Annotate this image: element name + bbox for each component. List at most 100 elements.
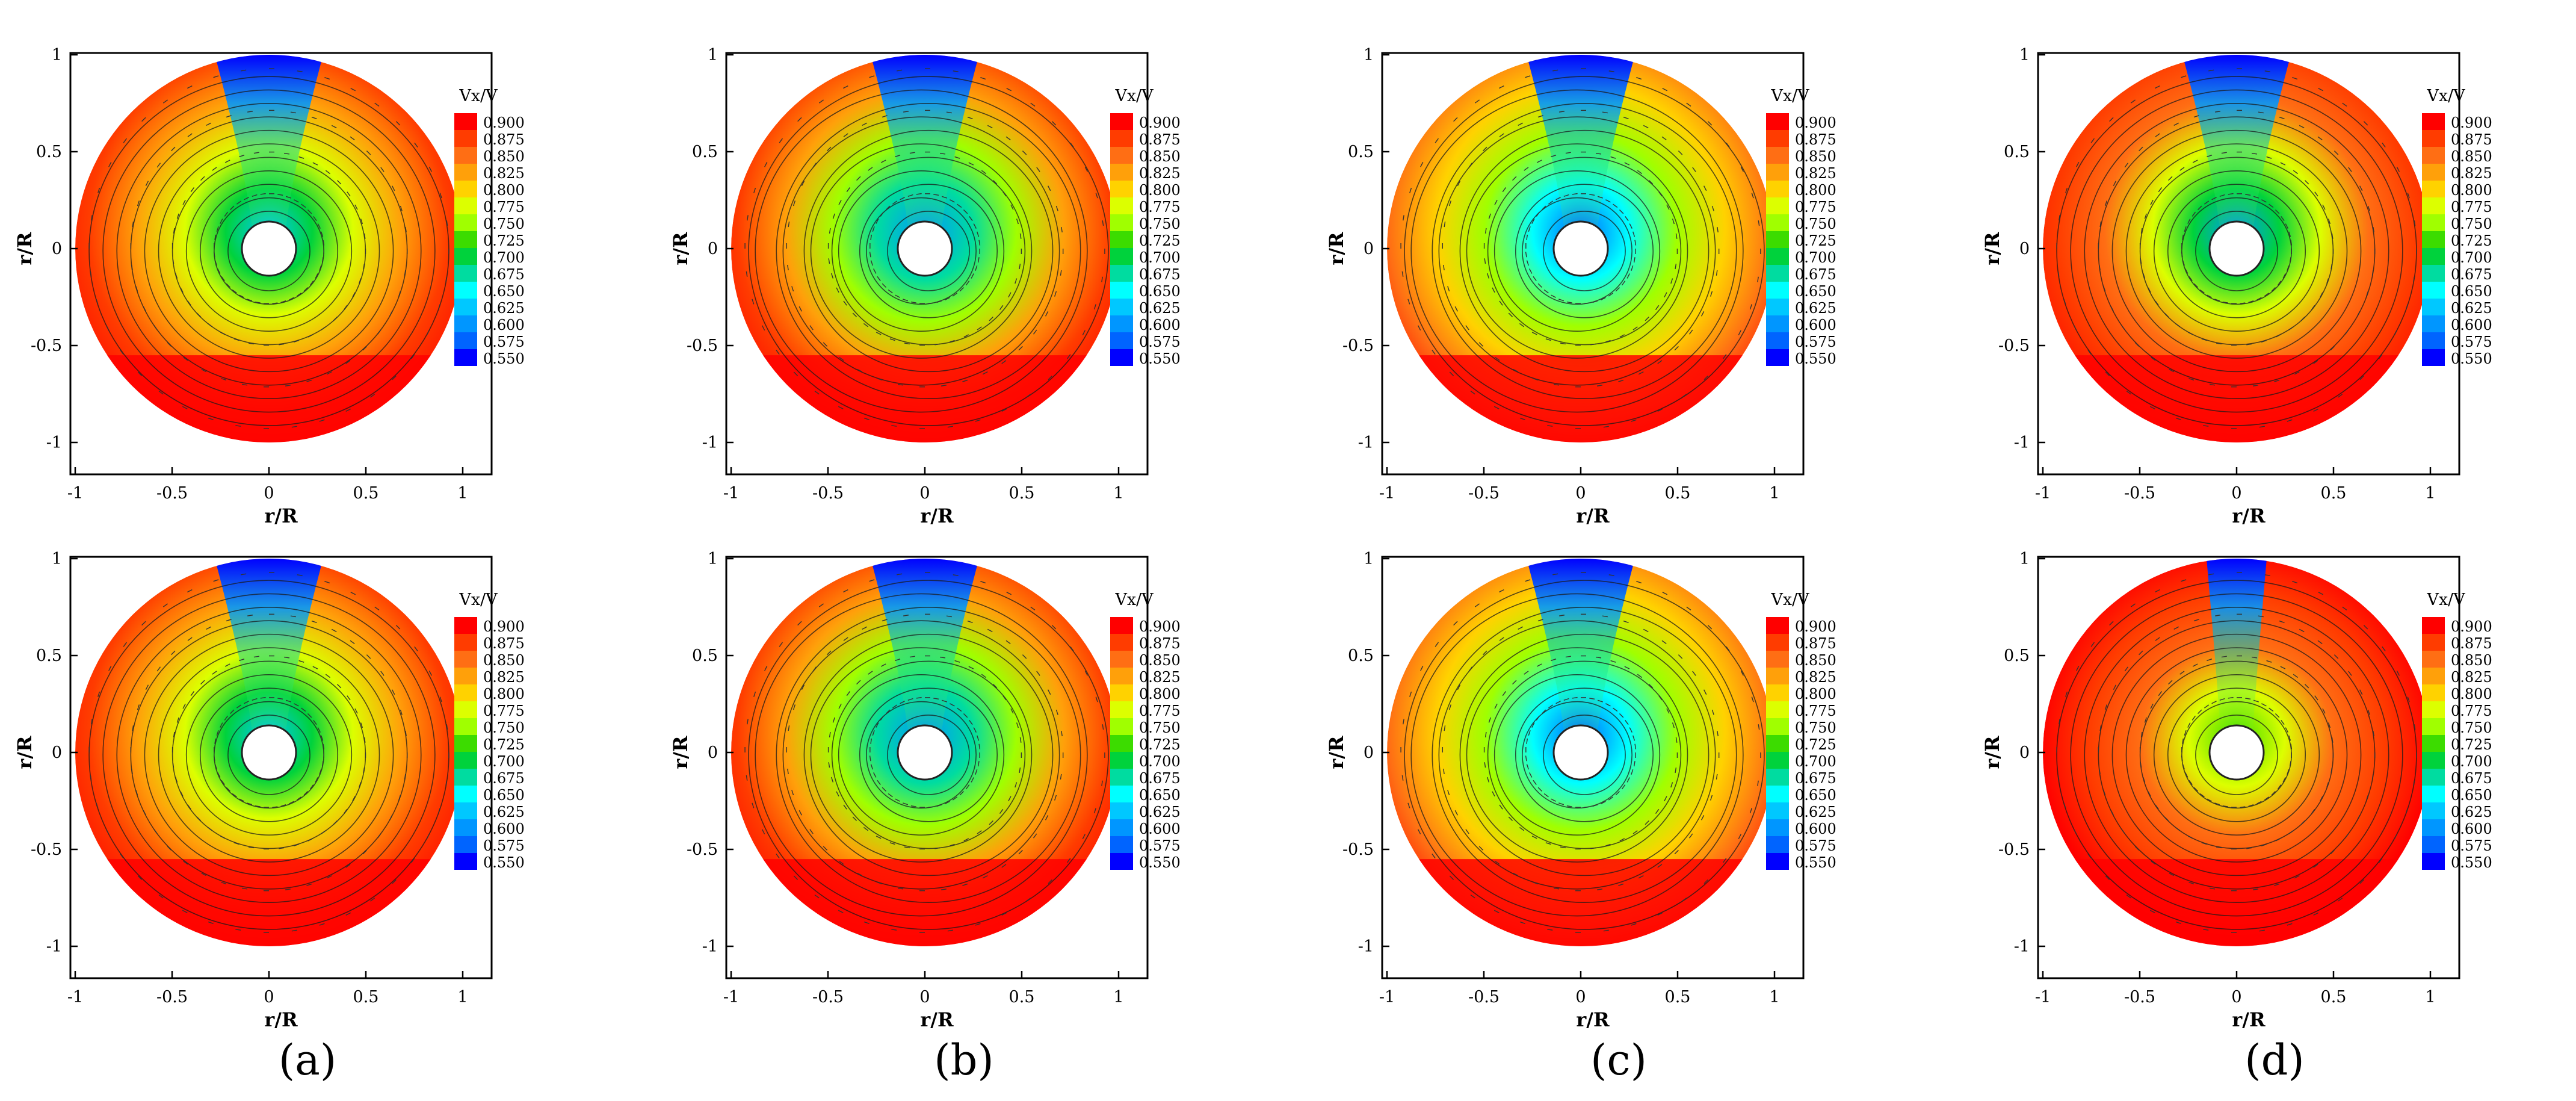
velocity-vector	[2193, 787, 2199, 792]
velocity-vector	[1619, 713, 1624, 718]
velocity-vector	[882, 787, 887, 792]
velocity-vector	[1610, 156, 1616, 159]
velocity-vector	[863, 323, 869, 327]
velocity-vector	[2281, 720, 2285, 725]
plot-frame	[725, 52, 1149, 476]
y-tick-label: 0.5	[2004, 647, 2030, 665]
hub	[1552, 220, 1609, 277]
colorbar-segment	[454, 299, 477, 315]
velocity-vector	[1502, 691, 1507, 696]
velocity-vector	[1675, 263, 1677, 270]
velocity-vector	[1102, 724, 1104, 730]
velocity-vector	[2320, 796, 2323, 802]
velocity-vector	[362, 346, 367, 351]
colorbar-segment	[454, 786, 477, 802]
streamline	[2167, 687, 2306, 822]
velocity-vector	[862, 626, 868, 630]
streamline	[2195, 211, 2278, 291]
velocity-vector	[1468, 163, 1473, 168]
velocity-vector	[1533, 377, 1539, 381]
velocity-vector	[2365, 291, 2369, 297]
velocity-vector	[294, 199, 299, 203]
colorbar-segment	[1766, 332, 1789, 349]
velocity-vector	[437, 808, 440, 814]
velocity-vector	[2154, 589, 2160, 593]
velocity-vector	[2105, 371, 2110, 376]
velocity-vector	[226, 115, 232, 118]
velocity-vector	[1006, 88, 1012, 91]
velocity-vector	[2199, 289, 2205, 294]
velocity-vector	[1525, 252, 1527, 258]
velocity-vector	[792, 704, 796, 710]
velocity-vector	[2099, 725, 2102, 731]
velocity-vector	[2187, 722, 2191, 728]
velocity-vector	[1738, 330, 1741, 336]
streamline	[748, 76, 1109, 426]
y-tick-label: 0	[708, 743, 718, 762]
velocity-vector	[331, 125, 337, 129]
velocity-vector	[1602, 111, 1608, 114]
colorbar-tick-label: 0.750	[2451, 216, 2492, 232]
velocity-vector	[2168, 176, 2173, 181]
velocity-vector	[2187, 836, 2193, 839]
y-tick-label: 0.5	[692, 143, 718, 161]
colorbar-tick-label: 0.875	[1139, 131, 1181, 148]
velocity-vector	[1613, 707, 1618, 712]
colorbar-tick-label: 0.650	[1139, 787, 1181, 804]
velocity-vector	[2414, 724, 2416, 730]
streamline	[1432, 607, 1737, 903]
y-tick-label: 0	[1364, 240, 1374, 258]
velocity-vector	[1478, 342, 1484, 347]
velocity-vector	[414, 646, 418, 651]
velocity-vector	[2214, 299, 2220, 302]
y-tick-label: 0.5	[36, 143, 62, 161]
velocity-vector	[333, 316, 338, 321]
colorbar-segment	[1110, 684, 1133, 701]
velocity-vector	[1675, 767, 1677, 774]
velocity-vector	[283, 656, 290, 659]
velocity-vector	[96, 299, 99, 305]
velocity-vector	[1662, 88, 1668, 91]
colorbar-tick-label: 0.850	[483, 652, 525, 669]
velocity-vector	[1605, 340, 1611, 343]
velocity-vector	[818, 603, 824, 607]
velocity-vector	[2338, 394, 2343, 398]
velocity-vector	[2342, 606, 2347, 611]
velocity-vector	[949, 340, 955, 343]
velocity-vector	[987, 125, 993, 129]
velocity-vector	[764, 665, 768, 671]
velocity-vector	[1657, 408, 1663, 412]
velocity-vector	[1605, 199, 1611, 203]
velocity-vector	[1448, 704, 1452, 710]
velocity-vector	[1432, 350, 1436, 355]
velocity-vector	[2188, 881, 2195, 885]
velocity-vector	[747, 719, 749, 725]
streamline	[2167, 184, 2306, 318]
colorbar-segment	[454, 197, 477, 214]
velocity-vector	[1615, 790, 1620, 796]
streamline	[227, 211, 310, 291]
velocity-vector	[1558, 299, 1564, 302]
velocity-vector	[325, 170, 330, 175]
velocity-vector	[1637, 674, 1642, 678]
colorbar-segment	[454, 282, 477, 299]
velocity-vector	[2292, 581, 2298, 584]
velocity-vector	[1531, 722, 1535, 728]
velocity-vector	[2405, 304, 2408, 310]
velocity-vector	[213, 252, 215, 258]
velocity-vector	[347, 695, 351, 701]
streamline	[859, 687, 998, 822]
plot-frame	[2037, 556, 2460, 979]
colorbar-tick-label: 0.750	[2451, 719, 2492, 736]
velocity-vector	[2216, 846, 2222, 849]
velocity-vector	[345, 408, 351, 412]
velocity-vector	[2150, 703, 2154, 709]
velocity-vector	[2414, 220, 2416, 226]
velocity-vector	[2140, 258, 2142, 264]
velocity-vector	[873, 772, 877, 778]
velocity-vector	[132, 222, 134, 228]
velocity-vector	[247, 802, 253, 805]
velocity-vector	[846, 187, 851, 193]
velocity-vector	[776, 350, 780, 355]
colorbar-segment	[2422, 701, 2445, 718]
